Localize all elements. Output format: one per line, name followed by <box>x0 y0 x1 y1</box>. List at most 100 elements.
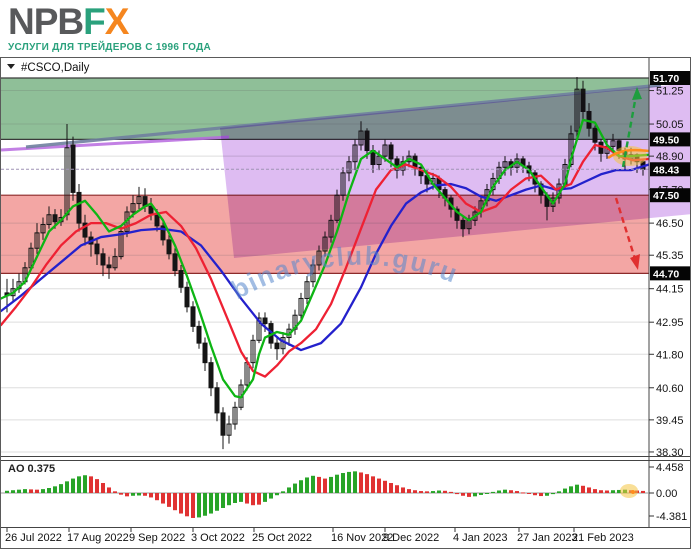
ao-bar <box>575 484 579 493</box>
candle-body <box>70 144 76 193</box>
candle-body <box>316 250 322 266</box>
price-badge-label: 44.70 <box>653 268 679 280</box>
ao-bar <box>401 487 405 493</box>
ao-bar <box>551 493 555 495</box>
candle-body <box>76 191 82 224</box>
ao-bar <box>185 493 189 517</box>
ao-bar <box>617 489 621 493</box>
candle-body <box>46 214 52 226</box>
ao-bar <box>221 493 225 508</box>
date-tick-label: 17 Aug 2022 <box>67 532 129 544</box>
price-badge-label: 48.43 <box>653 164 679 176</box>
ao-bar <box>539 493 543 497</box>
candle-body <box>148 205 154 214</box>
ao-bar <box>305 477 309 493</box>
ao-bar <box>473 493 477 497</box>
candle-body <box>166 239 172 255</box>
ao-bar <box>371 476 375 493</box>
ao-bar <box>299 480 303 493</box>
candle-body <box>310 264 316 283</box>
logo-x: X <box>104 1 130 42</box>
ao-signal-dot <box>631 490 635 494</box>
candle-body <box>226 423 232 436</box>
ao-bar <box>509 490 513 493</box>
ao-bar <box>143 493 147 496</box>
date-tick-label: 9 Dec 2022 <box>383 532 439 544</box>
ao-bar <box>17 489 21 493</box>
ao-bar <box>149 493 153 498</box>
price-badge-label: 51.70 <box>653 73 679 85</box>
candle-body <box>304 281 310 299</box>
price-tick-label: 40.60 <box>656 383 684 395</box>
candle-body <box>232 406 238 425</box>
ao-bar <box>227 493 231 506</box>
ao-bar <box>29 489 33 493</box>
ma-cross-highlight <box>613 146 647 166</box>
ao-bar <box>11 490 15 493</box>
ao-bar <box>323 478 327 493</box>
ao-bar <box>263 493 267 502</box>
ao-indicator-label: AO 0.375 <box>8 463 55 475</box>
candle-body <box>190 306 196 327</box>
ao-bar <box>167 493 171 507</box>
ao-bar <box>59 484 63 493</box>
ao-bar <box>209 493 213 514</box>
ao-bar <box>335 474 339 493</box>
candle-body <box>208 362 214 389</box>
chart-window[interactable]: #CSCO,Daily binaryclub.guru 51.25 50.05 48.9… <box>0 57 691 549</box>
ao-bar <box>287 487 291 493</box>
price-tick-label: 48.90 <box>656 151 684 163</box>
date-tick-label: 25 Oct 2022 <box>252 532 312 544</box>
ao-bar <box>173 493 177 511</box>
ao-histogram <box>5 471 645 518</box>
symbol-dropdown-icon[interactable] <box>7 64 15 69</box>
ao-bar <box>557 491 561 493</box>
candle-body <box>118 230 124 258</box>
chart-title: #CSCO,Daily <box>21 62 90 74</box>
date-tick-label: 16 Nov 2022 <box>331 532 393 544</box>
ao-bar <box>41 489 45 493</box>
ao-bar <box>341 473 345 493</box>
ao-bar <box>497 490 501 493</box>
candle-body <box>196 325 202 344</box>
price-badge <box>650 132 690 147</box>
ao-bar <box>65 481 69 493</box>
ao-bar <box>71 478 75 493</box>
ao-bar <box>89 476 93 493</box>
candle-body <box>130 203 136 213</box>
ao-bar <box>479 493 483 495</box>
purple-trend-line <box>1 135 230 152</box>
ao-bar <box>275 493 279 496</box>
candle-body <box>298 297 304 316</box>
ao-bar <box>77 476 81 493</box>
price-tick-label: 44.15 <box>656 284 684 296</box>
price-chart-canvas[interactable]: #CSCO,Dailybinaryclub.guru51.2550.0548.9… <box>1 58 690 548</box>
violet-channel <box>220 83 690 258</box>
price-tick-label: 41.80 <box>656 349 684 361</box>
ao-bar <box>443 490 447 493</box>
ao-bar <box>485 493 489 494</box>
logo-f: F <box>83 1 106 42</box>
candle-body <box>202 342 208 364</box>
ao-bar <box>503 489 507 493</box>
ao-bar <box>293 483 297 493</box>
date-tick-label: 3 Oct 2022 <box>191 532 245 544</box>
candle-body <box>250 339 256 364</box>
candle-body <box>160 225 166 241</box>
alligator-layer <box>1 118 649 399</box>
ao-bar <box>515 491 519 493</box>
ao-bar <box>131 493 135 496</box>
ao-bar <box>311 475 315 493</box>
ao-bar <box>23 489 27 493</box>
ao-bar <box>47 488 51 493</box>
candle-body <box>100 253 106 266</box>
ao-bar <box>53 486 57 493</box>
price-badge <box>650 71 690 85</box>
ao-bar <box>107 487 111 493</box>
ao-bar <box>317 476 321 493</box>
date-axis: 26 Jul 2022 17 Aug 2022 9 Sep 2022 3 Oct 20… <box>5 528 634 544</box>
ao-bar <box>599 490 603 493</box>
bearish-arrow-head <box>630 254 640 270</box>
ao-bar <box>437 490 441 493</box>
ao-bar <box>239 493 243 502</box>
